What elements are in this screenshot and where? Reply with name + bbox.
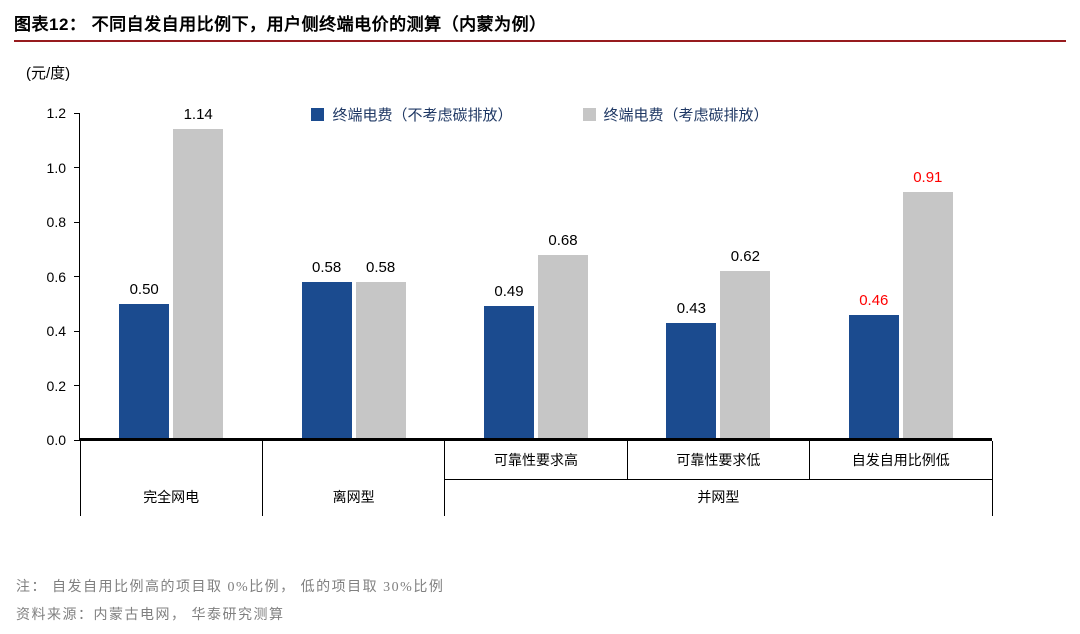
x-group-category-label: 完全网电: [143, 489, 200, 506]
x-axis-divider: [261, 441, 263, 516]
plot-area: 0.50 1.14 0.58 0.58 0.49 0.68 0.43 0.62 0.46 0.91: [80, 106, 992, 440]
legend-item-carbon: 终端电费（考虑碳排放）: [582, 104, 769, 125]
y-tick-mark: [74, 276, 80, 277]
y-tick-label: 0.6: [46, 268, 66, 285]
y-tick-mark: [74, 439, 80, 441]
bar-series0-group4: [848, 314, 899, 440]
bar-value-label: 0.46: [859, 291, 889, 309]
bar-value-label: 0.62: [730, 248, 760, 266]
x-group-category-label: 离网型: [332, 489, 375, 506]
y-axis-unit-label: (元/度): [26, 65, 71, 82]
y-tick-mark: [74, 221, 80, 223]
y-tick-label: 0.2: [46, 377, 66, 394]
x-axis-divider: [626, 441, 628, 479]
x-axis-divider: [809, 441, 811, 479]
y-tick-label: 0.4: [46, 323, 66, 339]
y-tick-label: 1.2: [46, 105, 66, 121]
bar-value-label: 0.58: [365, 258, 396, 276]
x-sub-category-label: 可靠性要求低: [676, 451, 761, 468]
x-sub-category-label: 自发自用比例低: [851, 451, 950, 468]
bar-series1-group2: [538, 254, 588, 440]
chart-title: 图表12： 不同自发自用比例下，用户侧终端电价的测算（内蒙为例）: [14, 15, 547, 34]
legend: 终端电费（不考虑碳排放） 终端电费（考虑碳排放）: [0, 104, 1080, 125]
x-axis-divider: [79, 441, 81, 516]
bar-value-label: 1.14: [183, 106, 213, 124]
y-tick-mark: [74, 167, 80, 168]
x-group-category-label: 并网型: [697, 489, 740, 506]
bar-value-label: 0.91: [913, 169, 943, 187]
bar-value-label: 0.43: [676, 299, 706, 317]
x-axis-category-table: 可靠性要求高 可靠性要求低 自发自用比例低完全网电 离网型 并网型: [79, 441, 993, 516]
bar-series1-group3: [720, 271, 771, 440]
x-axis-divider: [991, 441, 993, 516]
bar-value-label: 0.50: [129, 280, 159, 298]
x-sub-category-label: 可靠性要求高: [493, 451, 578, 468]
bar-value-label: 0.68: [548, 231, 578, 249]
x-axis-baseline: [80, 438, 992, 441]
bar-series0-group2: [484, 306, 534, 440]
bar-value-label: 0.58: [311, 258, 342, 276]
bar-series1-group4: [902, 192, 953, 440]
y-tick-mark: [74, 112, 80, 114]
title-rule: [14, 40, 1066, 42]
bar-series1-group0: [173, 129, 224, 440]
legend-swatch-navy: [311, 108, 325, 121]
bar-series0-group0: [119, 303, 170, 440]
y-axis: 1.2 1.0 0.8 0.6 0.4 0.2 0.0: [0, 105, 80, 448]
y-tick-label: 0.8: [46, 214, 66, 230]
y-tick-mark: [74, 330, 80, 332]
y-tick-mark: [74, 385, 80, 386]
source-text: 资料来源：内蒙古电网， 华泰研究测算: [16, 608, 285, 623]
legend-label-carbon: 终端电费（考虑碳排放）: [603, 107, 769, 124]
y-tick-label: 0.0: [46, 432, 66, 448]
bar-series0-group1: [301, 281, 352, 440]
y-tick-label: 1.0: [46, 159, 66, 176]
bar-series1-group1: [355, 281, 406, 440]
legend-swatch-gray: [582, 108, 596, 121]
x-axis-row-divider: [444, 478, 992, 480]
legend-item-no-carbon: 终端电费（不考虑碳排放）: [311, 104, 513, 125]
bar-value-label: 0.49: [494, 283, 524, 301]
note-text: 注： 自发自用比例高的项目取 0%比例， 低的项目取 30%比例: [16, 580, 445, 595]
bar-series0-group3: [666, 322, 717, 440]
legend-label-no-carbon: 终端电费（不考虑碳排放）: [332, 107, 513, 124]
